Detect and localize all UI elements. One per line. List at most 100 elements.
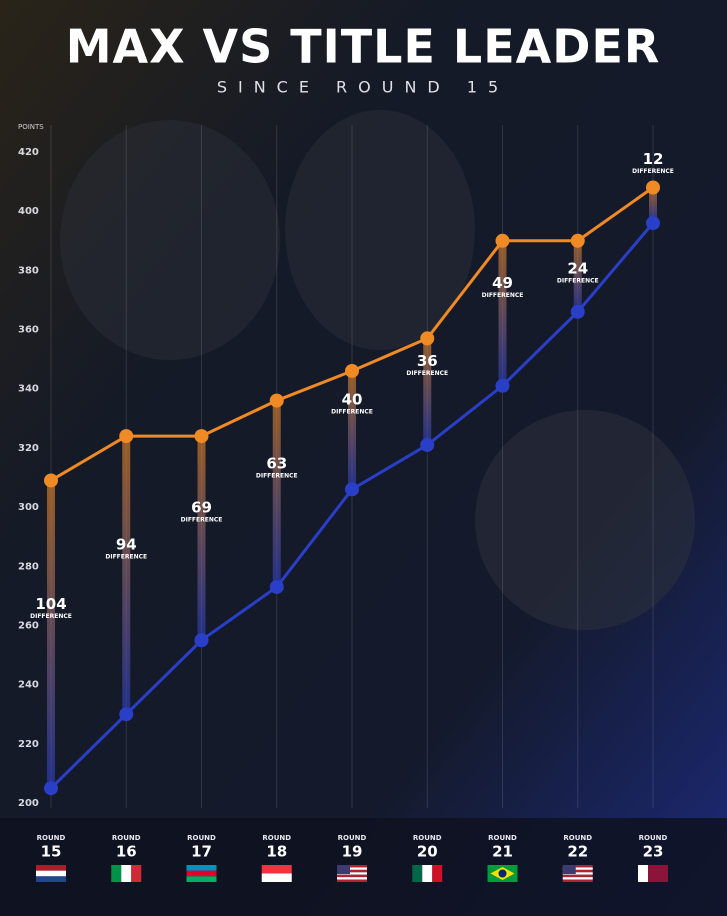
flag <box>422 865 433 882</box>
difference-label: DIFFERENCE <box>406 370 448 377</box>
point <box>119 429 134 444</box>
x-tick-label: 22 <box>567 843 588 861</box>
point <box>44 473 58 488</box>
x-tick-label: 20 <box>417 843 438 861</box>
point <box>570 233 585 248</box>
x-tick-label: 19 <box>342 843 363 861</box>
y-tick-label: 300 <box>18 502 39 513</box>
difference-label: DIFFERENCE <box>557 277 599 284</box>
difference-value: 36 <box>417 352 438 370</box>
round-label: ROUND <box>187 834 216 842</box>
flag <box>658 865 668 882</box>
difference-bar <box>47 480 55 789</box>
point <box>269 393 284 408</box>
flag <box>562 865 576 874</box>
y-tick-label: 220 <box>18 739 39 750</box>
difference-value: 49 <box>492 274 513 292</box>
difference-bar <box>348 370 356 490</box>
x-tick-label: 23 <box>643 843 664 861</box>
difference-bar <box>423 338 432 445</box>
chart-subtitle: SINCE ROUND 15 <box>217 78 509 97</box>
round-label: ROUND <box>262 834 291 842</box>
point <box>345 363 359 378</box>
difference-bar <box>498 240 507 386</box>
point <box>44 781 58 796</box>
y-tick-label: 400 <box>18 206 39 217</box>
flag <box>562 865 593 868</box>
y-tick-label: 280 <box>18 561 39 572</box>
difference-value: 69 <box>191 499 212 517</box>
point <box>194 633 209 648</box>
flag <box>562 877 593 880</box>
point <box>194 429 209 444</box>
flag <box>36 865 66 871</box>
flag <box>562 874 593 878</box>
difference-value: 94 <box>116 536 137 554</box>
flag <box>638 865 648 882</box>
difference-label: DIFFERENCE <box>632 168 674 175</box>
x-tick-label: 16 <box>116 843 137 861</box>
difference-bar <box>649 187 657 224</box>
flag <box>36 876 66 882</box>
point <box>269 579 284 594</box>
x-tick-label: 18 <box>266 843 287 861</box>
difference-label: DIFFERENCE <box>331 409 373 416</box>
flag <box>412 865 423 882</box>
flag <box>337 874 367 878</box>
photo-shade <box>60 120 280 360</box>
round-label: ROUND <box>338 834 367 842</box>
difference-label: DIFFERENCE <box>482 292 524 299</box>
flag <box>186 876 217 882</box>
point <box>646 180 660 195</box>
difference-label: DIFFERENCE <box>30 613 72 620</box>
x-tick-label: 17 <box>191 843 212 861</box>
difference-value: 40 <box>342 391 363 409</box>
point <box>646 216 660 231</box>
round-label: ROUND <box>413 834 442 842</box>
point <box>345 482 359 497</box>
y-tick-label: 260 <box>18 620 39 631</box>
flag <box>562 872 593 875</box>
point <box>495 233 510 248</box>
y-tick-label: 380 <box>18 265 39 276</box>
difference-bar <box>573 240 582 312</box>
point <box>420 331 435 346</box>
flag <box>337 877 367 880</box>
round-label: ROUND <box>563 834 592 842</box>
flag <box>121 865 132 882</box>
flag <box>648 865 658 882</box>
round-label: ROUND <box>37 834 66 842</box>
flag <box>337 865 367 868</box>
flag <box>261 873 292 882</box>
photo-shade <box>285 110 475 350</box>
difference-value: 63 <box>266 454 287 472</box>
flag <box>337 879 367 882</box>
point <box>495 378 510 393</box>
flag <box>562 867 593 870</box>
point <box>570 304 585 319</box>
flag <box>562 879 593 882</box>
y-tick-label: 320 <box>18 443 39 454</box>
flag <box>261 865 292 874</box>
difference-label: DIFFERENCE <box>105 554 147 561</box>
point <box>420 437 435 452</box>
flag <box>337 869 367 873</box>
difference-bar <box>122 436 131 715</box>
x-tick-label: 15 <box>41 843 62 861</box>
y-tick-label: 340 <box>18 384 39 395</box>
flag <box>498 869 507 878</box>
y-tick-label: 200 <box>18 798 39 809</box>
flag <box>337 865 350 874</box>
y-tick-label: 360 <box>18 325 39 336</box>
point <box>119 707 134 722</box>
flag <box>186 870 217 877</box>
difference-value: 12 <box>643 150 664 168</box>
flag <box>337 872 367 875</box>
y-tick-label: 240 <box>18 680 39 691</box>
flag <box>562 869 593 873</box>
chart-title: MAX VS TITLE LEADER <box>66 20 661 74</box>
x-tick-label: 21 <box>492 843 513 861</box>
flag <box>36 870 66 877</box>
